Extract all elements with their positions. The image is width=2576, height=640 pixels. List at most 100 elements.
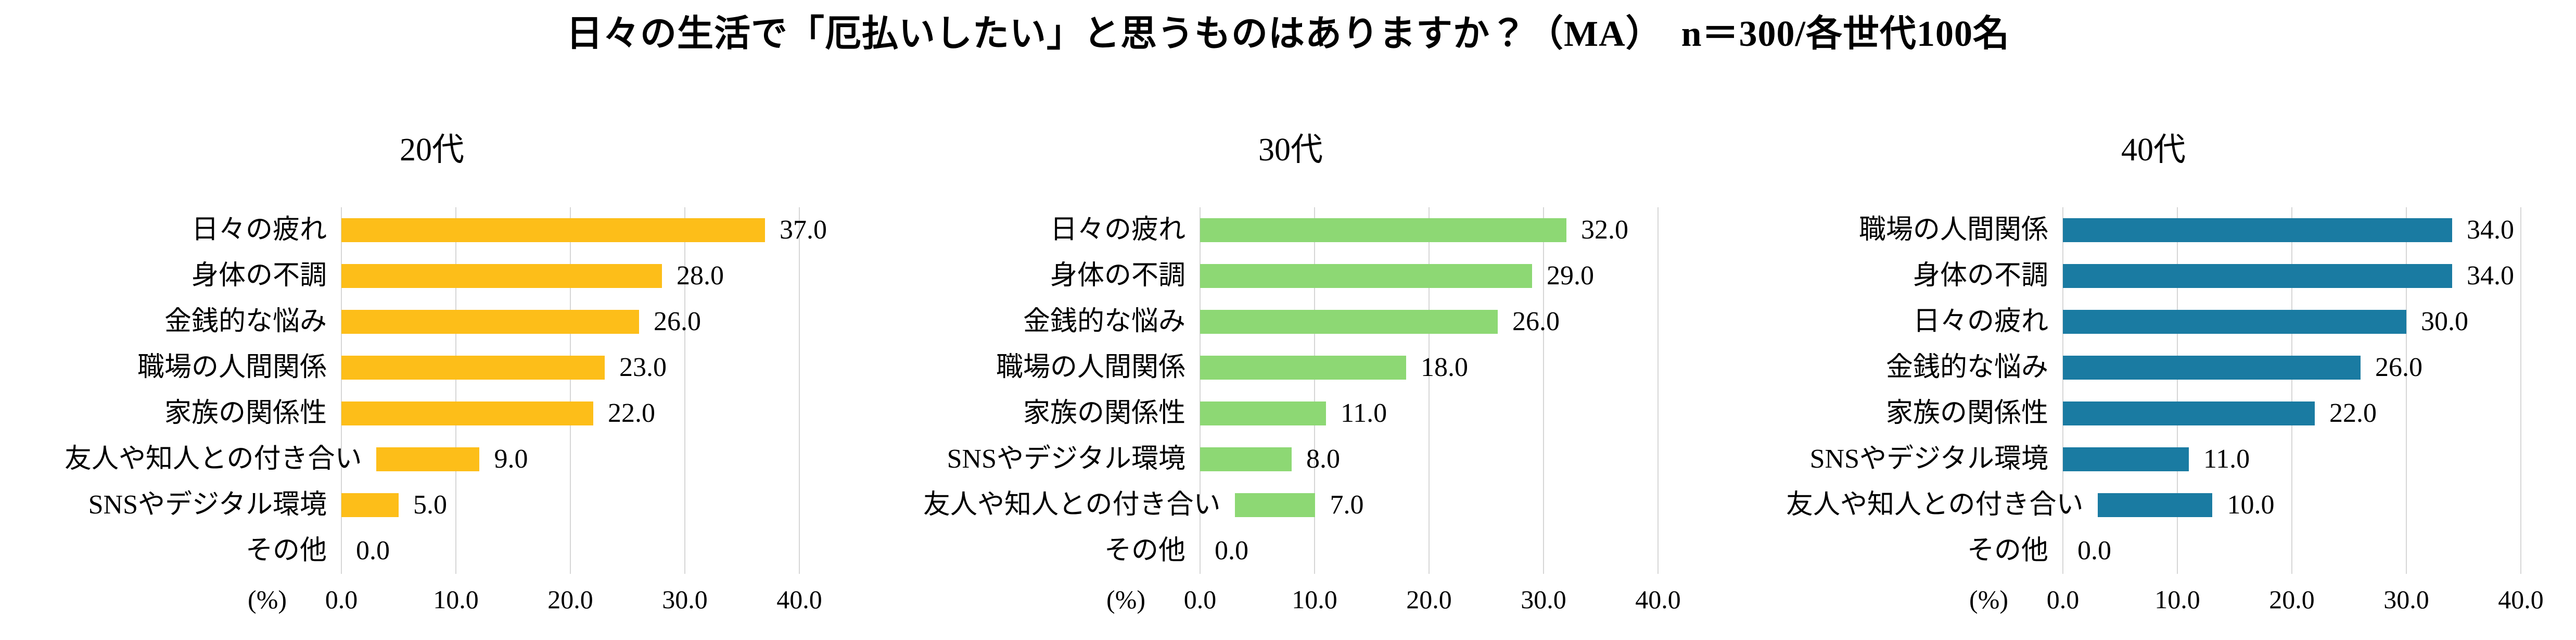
panel-title: 40代 — [2121, 132, 2186, 168]
gridline — [570, 207, 571, 574]
bar — [2063, 218, 2452, 242]
plot-area — [341, 207, 800, 574]
bar-row: 友人や知人との付き合い 7.0 — [923, 482, 1731, 528]
bar-row: 職場の人間関係 18.0 — [923, 345, 1731, 391]
bar-row: 金銭的な悩み 26.0 — [923, 299, 1731, 345]
panel-title: 30代 — [1258, 132, 1323, 168]
x-axis: 0.0 10.0 20.0 30.0 40.0 — [1184, 581, 1681, 618]
bar-zone: 0.0 — [1200, 528, 1731, 574]
category-label: 日々の疲れ — [1912, 307, 2048, 336]
category-label: SNSやデジタル環境 — [947, 444, 1185, 474]
value-label: 0.0 — [1215, 536, 1248, 566]
bar-row: SNSやデジタル環境 8.0 — [923, 436, 1731, 482]
bar-row: 家族の関係性 11.0 — [923, 391, 1731, 436]
x-tick-label: 0.0 — [2046, 585, 2080, 614]
category-label: 金銭的な悩み — [1885, 353, 2048, 382]
x-axis: 0.0 10.0 20.0 30.0 40.0 — [325, 581, 822, 618]
value-label: 23.0 — [619, 353, 667, 382]
bar — [2063, 447, 2189, 471]
bar — [1200, 356, 1406, 380]
value-label: 0.0 — [356, 536, 390, 566]
bar-zone: 26.0 — [1200, 299, 1731, 345]
category-label: 友人や知人との付き合い — [65, 444, 362, 474]
value-label: 26.0 — [2375, 353, 2422, 382]
bar-zone: 8.0 — [1200, 436, 1731, 482]
gridline — [2062, 207, 2063, 574]
plot-area — [2062, 207, 2522, 574]
bar-zone: 0.0 — [341, 528, 872, 574]
bar — [341, 401, 593, 425]
bar — [2063, 310, 2406, 334]
category-label: 職場の人間関係 — [1858, 215, 2048, 245]
value-label: 32.0 — [1581, 215, 1628, 245]
category-label: 家族の関係性 — [164, 398, 327, 428]
value-label: 8.0 — [1306, 444, 1340, 474]
category-label: 身体の不調 — [1050, 261, 1185, 291]
gridline — [684, 207, 685, 574]
category-label: SNSやデジタル環境 — [88, 490, 327, 520]
bar — [2063, 356, 2361, 380]
bar — [341, 218, 765, 242]
category-label: 家族の関係性 — [1885, 398, 2048, 428]
bar-zone: 30.0 — [2063, 299, 2576, 345]
value-label: 10.0 — [2227, 490, 2275, 520]
value-label: 7.0 — [1330, 490, 1364, 520]
bar — [1200, 401, 1326, 425]
value-label: 22.0 — [2329, 398, 2377, 428]
bar — [376, 447, 480, 471]
bar-zone: 32.0 — [1200, 207, 1731, 253]
bar-zone: 11.0 — [2063, 436, 2576, 482]
bar-row: 友人や知人との付き合い 9.0 — [65, 436, 872, 482]
bar-row: 身体の不調 29.0 — [923, 253, 1731, 299]
percent-unit-label: (%) — [1106, 585, 1145, 614]
bar-row: その他 0.0 — [1786, 528, 2576, 574]
value-label: 9.0 — [494, 444, 528, 474]
value-label: 29.0 — [1547, 261, 1594, 291]
category-label: 日々の疲れ — [1050, 215, 1185, 245]
x-tick-label: 40.0 — [776, 585, 822, 614]
bar-zone: 10.0 — [2098, 482, 2576, 528]
percent-unit-label: (%) — [248, 585, 287, 614]
bar-rows: 職場の人間関係 34.0 身体の不調 34.0 日々の疲れ 30.0 金銭的な悩み 26.0 家… — [1786, 207, 2576, 574]
bar — [341, 493, 399, 517]
chart-panel-0: 20代 日々の疲れ 37.0 身体の不調 28.0 金銭的な悩み 26.0 職場の人間関係 23… — [65, 0, 872, 640]
category-label: 友人や知人との付き合い — [1786, 490, 2084, 520]
value-label: 34.0 — [2467, 261, 2514, 291]
value-label: 26.0 — [654, 307, 701, 336]
gridline — [2177, 207, 2178, 574]
bar-row: 金銭的な悩み 26.0 — [1786, 345, 2576, 391]
value-label: 11.0 — [2203, 444, 2250, 474]
x-tick-label: 30.0 — [1521, 585, 1566, 614]
bar-row: SNSやデジタル環境 5.0 — [65, 482, 872, 528]
gridline — [1200, 207, 1201, 574]
bar-zone: 28.0 — [341, 253, 872, 299]
bar-row: 職場の人間関係 34.0 — [1786, 207, 2576, 253]
category-label: その他 — [1104, 536, 1185, 566]
bar-zone: 26.0 — [2063, 345, 2576, 391]
gridline — [1314, 207, 1315, 574]
bar — [1235, 493, 1316, 517]
bar-row: 日々の疲れ 32.0 — [923, 207, 1731, 253]
value-label: 30.0 — [2421, 307, 2468, 336]
bar-row: SNSやデジタル環境 11.0 — [1786, 436, 2576, 482]
x-tick-label: 40.0 — [2498, 585, 2544, 614]
bar-zone: 5.0 — [341, 482, 872, 528]
x-tick-label: 10.0 — [433, 585, 479, 614]
x-tick-label: 30.0 — [662, 585, 708, 614]
bar-zone: 9.0 — [376, 436, 872, 482]
category-label: その他 — [245, 536, 327, 566]
gridline — [1657, 207, 1659, 574]
gridline — [2406, 207, 2407, 574]
bar-row: 身体の不調 34.0 — [1786, 253, 2576, 299]
gridline — [2291, 207, 2292, 574]
bar-zone: 0.0 — [2063, 528, 2576, 574]
x-tick-label: 0.0 — [325, 585, 358, 614]
percent-unit-label: (%) — [1969, 585, 2008, 614]
gridline — [341, 207, 342, 574]
gridline — [799, 207, 800, 574]
value-label: 37.0 — [780, 215, 827, 245]
gridline — [2520, 207, 2521, 574]
value-label: 11.0 — [1341, 398, 1387, 428]
category-label: 金銭的な悩み — [1023, 307, 1185, 336]
